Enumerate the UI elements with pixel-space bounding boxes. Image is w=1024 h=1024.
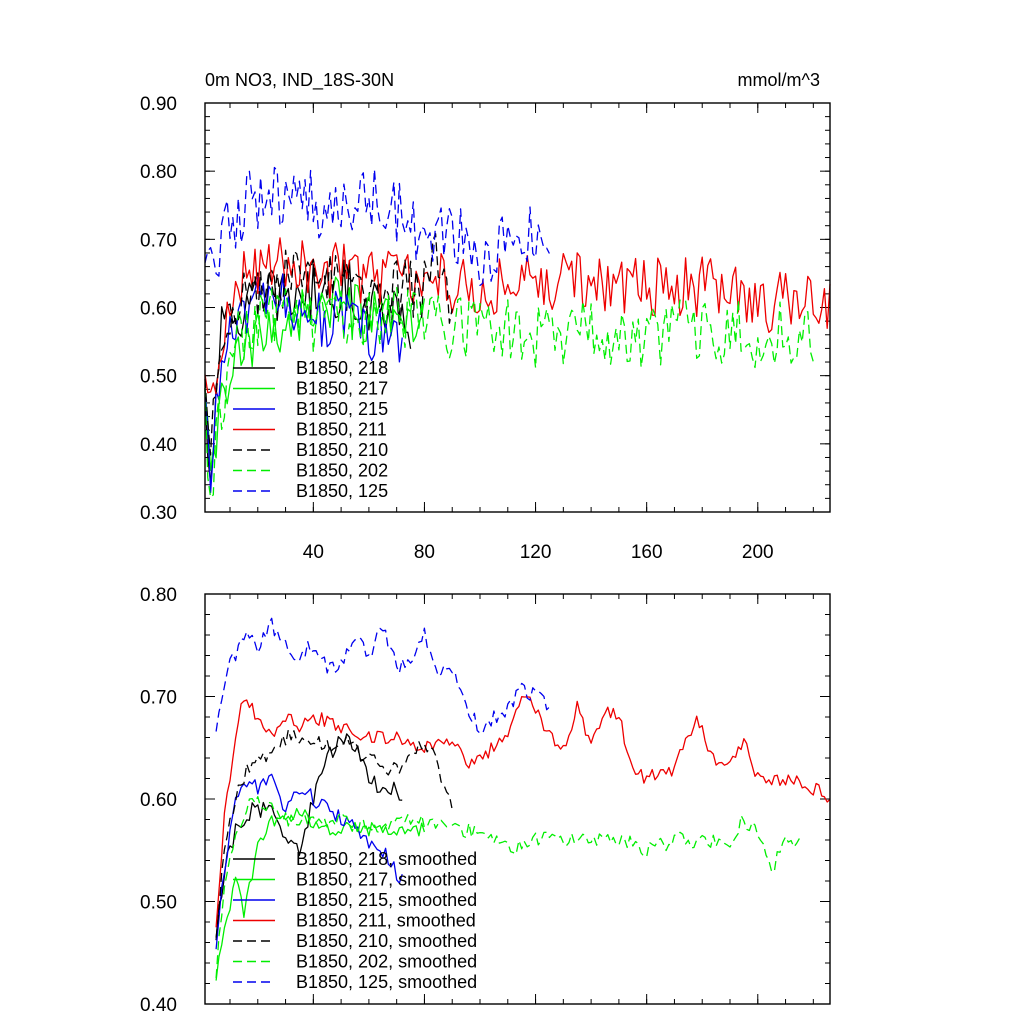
bottom-panel: 0.40 0.50 0.60 0.70 0.80 B1850, 218, smoothe…: [140, 585, 831, 1016]
y-tick-label: 0.30: [140, 503, 177, 524]
y-tick-label: 0.90: [140, 94, 177, 115]
top-panel: 0m NO3, IND_18S-30N mmol/m^3 0.30 0.40 0.5…: [140, 70, 831, 563]
x-tick-label: 40: [303, 542, 324, 563]
legend-label: B1850, 218, smoothed: [296, 849, 477, 869]
series-line-b1850-125-smoothed: [215, 617, 550, 734]
x-tick-label: 160: [631, 542, 663, 563]
top-panel-series: [204, 166, 831, 499]
legend-label: B1850, 210, smoothed: [296, 931, 477, 951]
legend-label: B1850, 211, smoothed: [296, 911, 476, 931]
y-tick-label: 0.80: [140, 162, 177, 183]
legend-label: B1850, 215: [296, 399, 388, 419]
y-tick-label: 0.60: [140, 299, 177, 320]
bottom-panel-axes: 0.40 0.50 0.60 0.70 0.80: [140, 585, 830, 1016]
bottom-panel-frame: [204, 593, 831, 1005]
top-panel-title: 0m NO3, IND_18S-30N: [205, 70, 394, 91]
x-tick-label: 80: [414, 542, 435, 563]
top-panel-units: mmol/m^3: [738, 70, 820, 90]
series-line-b1850-210-smoothed: [215, 729, 453, 938]
series-line-b1850-217-smoothed: [215, 807, 426, 981]
legend-label: B1850, 215, smoothed: [296, 890, 477, 910]
legend-label: B1850, 125, smoothed: [296, 972, 477, 992]
series-line-b1850-211: [204, 237, 831, 395]
y-tick-label: 0.50: [140, 367, 177, 388]
legend-label: B1850, 210: [296, 440, 388, 460]
series-line-b1850-218: [204, 259, 412, 483]
series-line-b1850-202: [204, 286, 814, 499]
legend-label: B1850, 202, smoothed: [296, 952, 477, 972]
legend-label: B1850, 125: [296, 481, 388, 501]
series-line-b1850-202-smoothed: [215, 796, 800, 979]
series-line-b1850-210: [204, 233, 453, 456]
legend-label: B1850, 218: [296, 358, 388, 378]
y-tick-label: 0.40: [140, 995, 177, 1016]
legend-label: B1850, 217, smoothed: [296, 870, 477, 890]
y-tick-label: 0.70: [140, 230, 177, 251]
series-line-b1850-215-smoothed: [215, 773, 403, 950]
x-tick-label: 120: [520, 542, 552, 563]
series-line-b1850-125: [204, 166, 550, 287]
legend-label: B1850, 211: [296, 420, 387, 440]
series-line-b1850-218-smoothed: [215, 733, 403, 941]
y-tick-label: 0.80: [140, 585, 177, 606]
x-tick-label: 200: [742, 542, 774, 563]
bottom-panel-series: [215, 617, 831, 981]
y-tick-label: 0.70: [140, 688, 177, 709]
top-panel-frame: [204, 102, 831, 513]
y-tick-label: 0.60: [140, 790, 177, 811]
series-line-b1850-211-smoothed: [215, 696, 831, 928]
legend-label: B1850, 202: [296, 461, 388, 481]
y-tick-label: 0.50: [140, 893, 177, 914]
legend-label: B1850, 217: [296, 379, 388, 399]
y-tick-label: 0.40: [140, 435, 177, 456]
